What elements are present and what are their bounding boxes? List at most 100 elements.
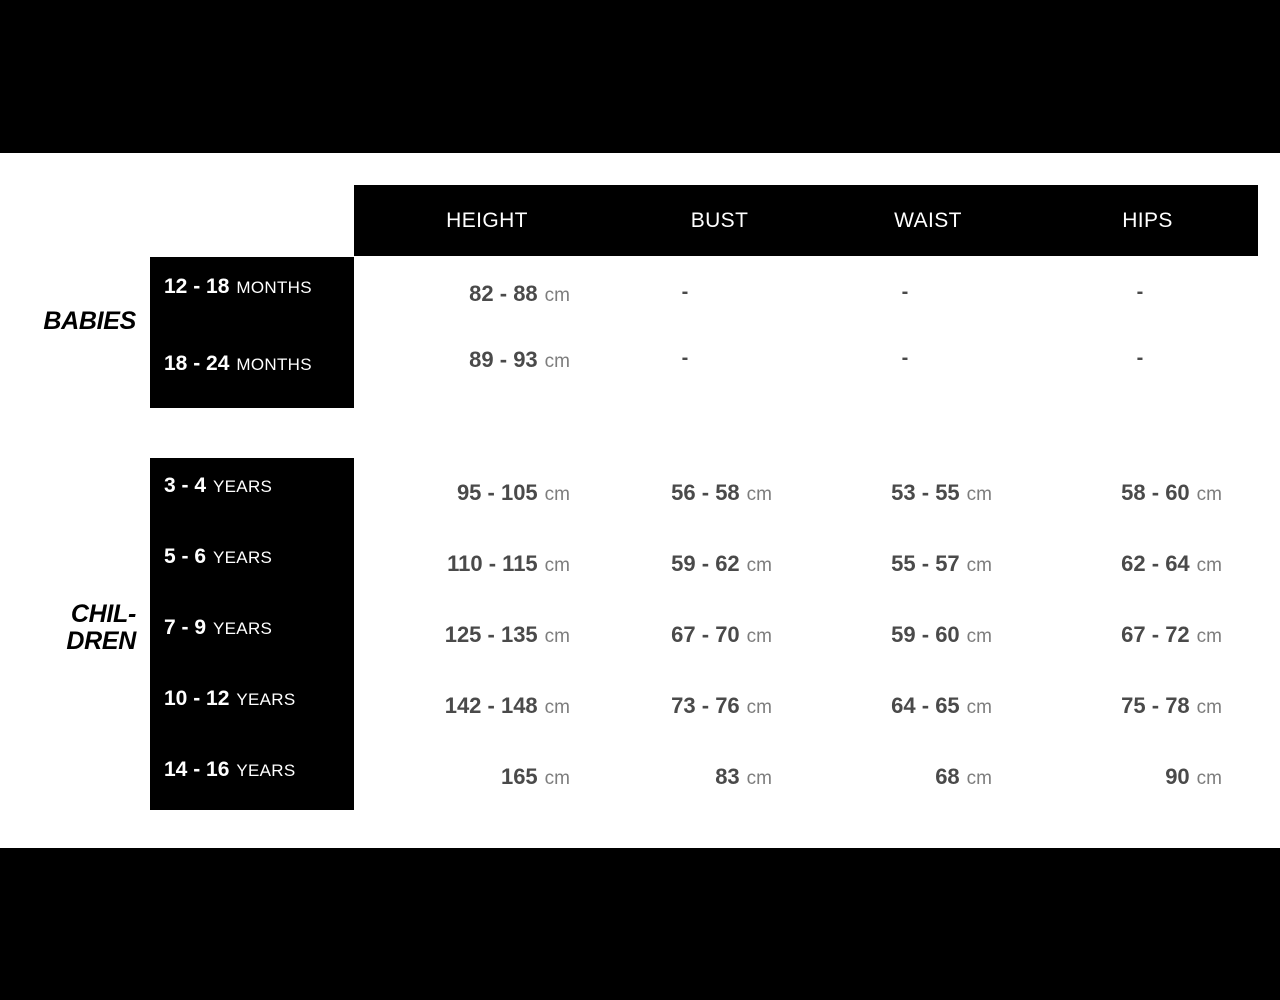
- group-label-babies-line-1: BABIES: [43, 307, 136, 335]
- age-label-babies-1: 18 - 24 MONTHS: [164, 352, 348, 378]
- age-range-value: 10 - 12: [164, 687, 230, 710]
- cell-value: 67 - 72: [1121, 622, 1190, 647]
- cell-babies-1-bust: -: [620, 347, 750, 375]
- cell-unit: cm: [544, 555, 570, 576]
- cell-unit: cm: [544, 351, 570, 372]
- age-range-unit: YEARS: [236, 761, 296, 780]
- cell-value: 59 - 62: [671, 551, 740, 576]
- cell-babies-1-height: 89 - 93 cm: [354, 347, 570, 375]
- cell-value: 75 - 78: [1121, 693, 1190, 718]
- cell-unit: cm: [544, 697, 570, 718]
- cell-value: 95 - 105: [456, 480, 538, 505]
- age-range-value: 14 - 16: [164, 758, 230, 781]
- cell-children-3-bust: 73 - 76 cm: [590, 693, 772, 721]
- cell-value: 62 - 64: [1121, 551, 1190, 576]
- cell-value: -: [681, 281, 689, 303]
- cell-unit: cm: [966, 484, 992, 505]
- cell-value: 110 - 115: [447, 551, 538, 576]
- cell-value: 83: [715, 764, 740, 789]
- cell-children-4-waist: 68 cm: [810, 764, 992, 792]
- cell-unit: cm: [746, 626, 772, 647]
- cell-children-3-waist: 64 - 65 cm: [810, 693, 992, 721]
- cell-babies-1-hips: -: [1075, 347, 1205, 375]
- cell-value: 59 - 60: [891, 622, 960, 647]
- letterbox-bottom: [0, 848, 1280, 1000]
- cell-value: 165: [500, 764, 538, 789]
- cell-children-4-hips: 90 cm: [1040, 764, 1222, 792]
- cell-children-2-bust: 67 - 70 cm: [590, 622, 772, 650]
- column-header-bust: BUST: [690, 208, 749, 232]
- column-header-waist: WAIST: [894, 208, 962, 232]
- cell-unit: cm: [1196, 484, 1222, 505]
- age-range-unit: MONTHS: [236, 278, 312, 297]
- cell-unit: cm: [746, 768, 772, 789]
- cell-unit: cm: [1196, 626, 1222, 647]
- cell-value: -: [1136, 347, 1144, 369]
- cell-babies-0-height: 82 - 88 cm: [354, 281, 570, 309]
- cell-children-1-hips: 62 - 64 cm: [1040, 551, 1222, 579]
- cell-babies-1-waist: -: [840, 347, 970, 375]
- cell-value: 68: [935, 764, 960, 789]
- cell-unit: cm: [544, 626, 570, 647]
- age-block-babies: 12 - 18 MONTHS 18 - 24 MONTHS: [150, 257, 354, 408]
- cell-unit: cm: [544, 768, 570, 789]
- group-label-children-line-2: DREN: [66, 627, 136, 655]
- cell-unit: cm: [746, 555, 772, 576]
- cell-value: 56 - 58: [671, 480, 740, 505]
- cell-unit: cm: [966, 555, 992, 576]
- age-label-babies-0: 12 - 18 MONTHS: [164, 275, 348, 301]
- cell-value: 55 - 57: [891, 551, 960, 576]
- cell-children-3-height: 142 - 148 cm: [354, 693, 570, 721]
- age-range-unit: YEARS: [213, 619, 273, 638]
- cell-unit: cm: [746, 697, 772, 718]
- cell-children-2-waist: 59 - 60 cm: [810, 622, 992, 650]
- age-range-value: 5 - 6: [164, 545, 207, 568]
- cell-babies-0-hips: -: [1075, 281, 1205, 309]
- age-range-value: 7 - 9: [164, 616, 207, 639]
- column-header-height: HEIGHT: [446, 208, 528, 232]
- cell-children-3-hips: 75 - 78 cm: [1040, 693, 1222, 721]
- cell-value: 142 - 148: [444, 693, 538, 718]
- group-label-children-line-1: CHIL-: [70, 600, 136, 628]
- column-header-hips: HIPS: [1122, 208, 1173, 232]
- cell-value: 67 - 70: [671, 622, 740, 647]
- cell-children-1-waist: 55 - 57 cm: [810, 551, 992, 579]
- age-label-children-2: 7 - 9 YEARS: [164, 616, 348, 642]
- letterbox-top: [0, 0, 1280, 153]
- cell-value: 58 - 60: [1121, 480, 1190, 505]
- cell-unit: cm: [966, 697, 992, 718]
- age-range-unit: YEARS: [236, 690, 296, 709]
- cell-children-2-height: 125 - 135 cm: [354, 622, 570, 650]
- cell-value: -: [901, 347, 909, 369]
- cell-children-0-bust: 56 - 58 cm: [590, 480, 772, 508]
- cell-unit: cm: [1196, 697, 1222, 718]
- cell-unit: cm: [1196, 768, 1222, 789]
- age-range-value: 3 - 4: [164, 474, 207, 497]
- cell-children-0-waist: 53 - 55 cm: [810, 480, 992, 508]
- age-range-unit: YEARS: [213, 548, 273, 567]
- cell-babies-0-waist: -: [840, 281, 970, 309]
- age-range-unit: YEARS: [213, 477, 273, 496]
- cell-unit: cm: [746, 484, 772, 505]
- age-label-children-4: 14 - 16 YEARS: [164, 758, 348, 784]
- table-header-row: HEIGHT BUST WAIST HIPS: [354, 185, 1258, 256]
- age-range-value: 12 - 18: [164, 275, 230, 298]
- cell-unit: cm: [544, 484, 570, 505]
- cell-value: -: [901, 281, 909, 303]
- cell-children-4-bust: 83 cm: [590, 764, 772, 792]
- cell-children-0-hips: 58 - 60 cm: [1040, 480, 1222, 508]
- age-label-children-1: 5 - 6 YEARS: [164, 545, 348, 571]
- cell-value: 53 - 55: [891, 480, 960, 505]
- cell-value: -: [681, 347, 689, 369]
- age-block-children: 3 - 4 YEARS 5 - 6 YEARS 7 - 9 YEARS 10 -…: [150, 458, 354, 810]
- cell-children-2-hips: 67 - 72 cm: [1040, 622, 1222, 650]
- cell-children-0-height: 95 - 105 cm: [354, 480, 570, 508]
- size-chart-stage: HEIGHT BUST WAIST HIPS BABIES CHIL- DREN…: [0, 153, 1280, 848]
- cell-unit: cm: [544, 285, 570, 306]
- cell-children-1-bust: 59 - 62 cm: [590, 551, 772, 579]
- cell-value: 73 - 76: [671, 693, 740, 718]
- cell-children-1-height: 110 - 115 cm: [354, 551, 570, 579]
- cell-value: 64 - 65: [891, 693, 960, 718]
- age-range-value: 18 - 24: [164, 352, 230, 375]
- cell-value: 89 - 93: [469, 347, 538, 372]
